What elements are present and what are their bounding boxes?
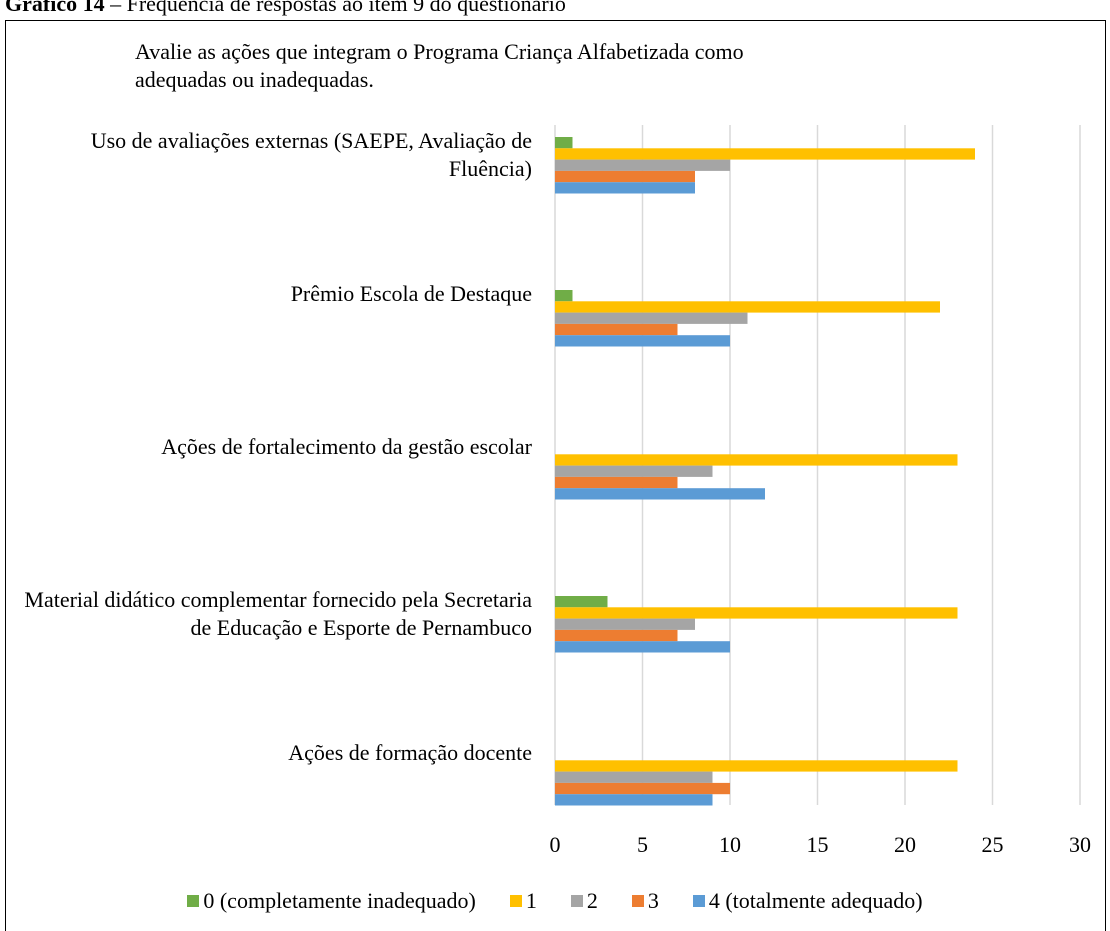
x-tick-label: 10 bbox=[719, 832, 741, 857]
bar bbox=[555, 182, 695, 194]
x-tick-label: 25 bbox=[981, 832, 1004, 857]
caption-text: – Frequência de respostas ao item 9 do q… bbox=[110, 0, 566, 16]
bar bbox=[555, 618, 695, 630]
legend-item: 4 (totalmente adequado) bbox=[692, 888, 923, 914]
legend-swatch bbox=[692, 895, 705, 907]
x-tick-label: 0 bbox=[549, 832, 561, 857]
category-label: Prêmio Escola de Destaque bbox=[290, 281, 532, 306]
caption: Gráfico 14 – Frequência de respostas ao … bbox=[5, 0, 566, 17]
bar bbox=[555, 629, 678, 642]
bar bbox=[555, 760, 958, 772]
chart-frame bbox=[5, 20, 1106, 931]
legend-label: 1 bbox=[525, 888, 537, 913]
legend-label: 4 (totalmente adequado) bbox=[708, 888, 923, 913]
caption-label: Gráfico 14 bbox=[5, 0, 105, 16]
legend-swatch bbox=[187, 895, 200, 907]
bar bbox=[555, 312, 748, 324]
bar bbox=[555, 335, 730, 347]
chart-title: Avalie as ações que integram o Programa … bbox=[135, 39, 744, 92]
bar bbox=[555, 148, 975, 160]
bar bbox=[555, 159, 730, 171]
legend-swatch bbox=[509, 895, 522, 907]
category-label: Material didático complementar fornecido… bbox=[24, 587, 532, 640]
bar bbox=[555, 137, 573, 149]
legend-swatch bbox=[570, 895, 583, 907]
legend: 0 (completamente inadequado) 1 2 3 4 (totalm… bbox=[0, 888, 1110, 914]
category-label: Ações de formação docente bbox=[288, 740, 532, 765]
bar bbox=[555, 476, 678, 489]
bar bbox=[555, 488, 765, 500]
bar bbox=[555, 641, 730, 653]
bar bbox=[555, 170, 695, 183]
x-tick-label: 5 bbox=[637, 832, 648, 857]
bar bbox=[555, 454, 958, 466]
legend-item: 2 bbox=[570, 888, 598, 914]
category-label: Uso de avaliações externas (SAEPE, Avali… bbox=[90, 128, 532, 181]
legend-item: 0 (completamente inadequado) bbox=[187, 888, 476, 914]
bar bbox=[555, 782, 730, 795]
bar bbox=[555, 771, 713, 783]
x-tick-label: 15 bbox=[806, 832, 829, 857]
bar bbox=[555, 607, 958, 619]
legend-item: 3 bbox=[631, 888, 659, 914]
legend-item: 1 bbox=[509, 888, 537, 914]
category-label: Ações de fortalecimento da gestão escola… bbox=[161, 434, 532, 459]
bar bbox=[555, 301, 940, 313]
legend-label: 3 bbox=[647, 888, 659, 913]
legend-swatch bbox=[631, 895, 644, 907]
legend-label: 0 (completamente inadequado) bbox=[203, 888, 476, 913]
x-tick-label: 20 bbox=[894, 832, 916, 857]
x-tick-label: 30 bbox=[1069, 832, 1091, 857]
legend-label: 2 bbox=[586, 888, 598, 913]
bar bbox=[555, 465, 713, 477]
bar bbox=[555, 323, 678, 336]
bar bbox=[555, 596, 608, 608]
bar bbox=[555, 794, 713, 806]
bar bbox=[555, 290, 573, 302]
